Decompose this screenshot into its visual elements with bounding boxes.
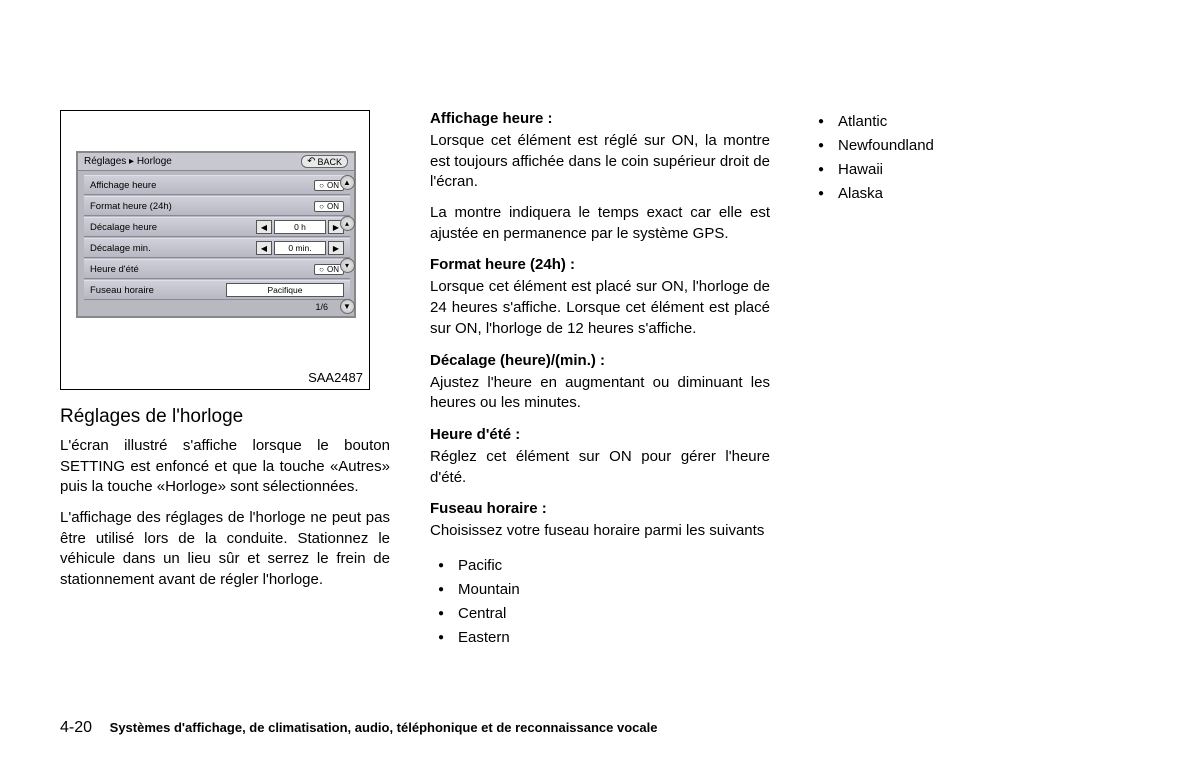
page-number: 4-20 (60, 719, 92, 736)
timezone-list-a: Pacific Mountain Central Eastern (430, 554, 770, 650)
sub-heading: Affichage heure : (430, 110, 770, 127)
pager: 1/6 (84, 301, 350, 314)
row-dst[interactable]: Heure d'été ON (84, 259, 350, 279)
paragraph: Lorsque cet élément est placé sur ON, l'… (430, 277, 770, 339)
row-label: Décalage min. (84, 243, 256, 254)
row-label: Affichage heure (84, 180, 314, 191)
hour-spinner[interactable]: ◀ 0 h ▶ (256, 220, 344, 234)
manual-page: Réglages ▸ Horloge BACK Affichage heure … (0, 0, 1200, 680)
figure-screenshot: Réglages ▸ Horloge BACK Affichage heure … (60, 110, 370, 390)
row-display-time[interactable]: Affichage heure ON (84, 175, 350, 195)
row-label: Décalage heure (84, 222, 256, 233)
scroll-mid-down-icon[interactable]: ▾ (340, 258, 355, 273)
breadcrumb: Réglages ▸ Horloge (84, 156, 172, 167)
row-label: Fuseau horaire (84, 285, 226, 296)
list-item: Mountain (444, 578, 770, 602)
chevron-left-icon[interactable]: ◀ (256, 220, 272, 234)
page-footer: 4-20 Systèmes d'affichage, de climatisat… (60, 719, 657, 737)
list-item: Pacific (444, 554, 770, 578)
scroll-up-icon[interactable]: ▲ (340, 175, 355, 190)
min-value: 0 min. (274, 241, 326, 255)
row-format-24h[interactable]: Format heure (24h) ON (84, 196, 350, 216)
paragraph: Lorsque cet élément est réglé sur ON, la… (430, 131, 770, 193)
list-item: Central (444, 602, 770, 626)
row-label: Heure d'été (84, 264, 314, 275)
list-item: Eastern (444, 626, 770, 650)
figure-code: SAA2487 (308, 370, 363, 385)
list-item: Hawaii (824, 158, 1140, 182)
paragraph: L'affichage des réglages de l'horloge ne… (60, 508, 390, 591)
sub-heading: Fuseau horaire : (430, 500, 770, 517)
list-item: Newfoundland (824, 134, 1140, 158)
sub-heading: Format heure (24h) : (430, 256, 770, 273)
timezone-value[interactable]: Pacifique (226, 283, 344, 297)
hour-value: 0 h (274, 220, 326, 234)
paragraph: La montre indiquera le temps exact car e… (430, 203, 770, 244)
column-3: Atlantic Newfoundland Hawaii Alaska (810, 110, 1140, 650)
row-label: Format heure (24h) (84, 201, 314, 212)
chevron-left-icon[interactable]: ◀ (256, 241, 272, 255)
list-item: Alaska (824, 182, 1140, 206)
row-offset-min[interactable]: Décalage min. ◀ 0 min. ▶ (84, 238, 350, 258)
section-heading: Réglages de l'horloge (60, 406, 390, 428)
device-screen: Réglages ▸ Horloge BACK Affichage heure … (76, 151, 356, 318)
column-1: Réglages ▸ Horloge BACK Affichage heure … (60, 110, 390, 650)
paragraph: Réglez cet élément sur ON pour gérer l'h… (430, 447, 770, 488)
sub-heading: Décalage (heure)/(min.) : (430, 352, 770, 369)
scroll-mid-up-icon[interactable]: ▴ (340, 216, 355, 231)
screen-header: Réglages ▸ Horloge BACK (78, 153, 354, 171)
paragraph: Ajustez l'heure en augmentant ou diminua… (430, 373, 770, 414)
column-2: Affichage heure : Lorsque cet élément es… (430, 110, 770, 650)
min-spinner[interactable]: ◀ 0 min. ▶ (256, 241, 344, 255)
row-offset-hour[interactable]: Décalage heure ◀ 0 h ▶ (84, 217, 350, 237)
paragraph: Choisissez votre fuseau horaire parmi le… (430, 521, 770, 542)
scroll-column: ▲ ▴ ▾ ▼ (338, 175, 356, 314)
row-timezone[interactable]: Fuseau horaire Pacifique (84, 280, 350, 300)
screen-rows: Affichage heure ON Format heure (24h) ON… (78, 171, 354, 316)
list-item: Atlantic (824, 110, 1140, 134)
scroll-down-icon[interactable]: ▼ (340, 299, 355, 314)
sub-heading: Heure d'été : (430, 426, 770, 443)
timezone-list-b: Atlantic Newfoundland Hawaii Alaska (810, 110, 1140, 206)
back-button[interactable]: BACK (301, 155, 348, 168)
paragraph: L'écran illustré s'affiche lorsque le bo… (60, 436, 390, 498)
footer-title: Systèmes d'affichage, de climatisation, … (110, 720, 658, 735)
